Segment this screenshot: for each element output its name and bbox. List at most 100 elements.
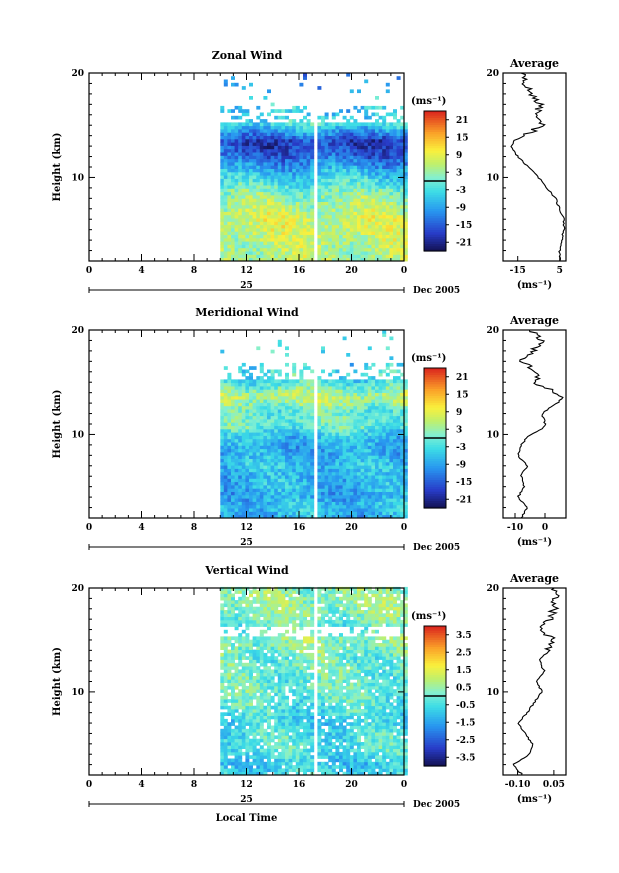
heatmap-cell [220,712,225,716]
heatmap-cell [371,511,376,516]
heatmap-cell [375,138,379,143]
colorbar-segment [424,426,446,430]
heatmap-cell [378,412,383,417]
heatmap-cell [245,109,250,113]
heatmap-cell [231,231,235,235]
heatmap-cell [231,511,235,516]
heatmap-cell [349,458,354,463]
colorbar-tick-label: -21 [456,495,472,505]
heatmap-cell [353,158,358,163]
heatmap-cell [281,485,286,489]
heatmap-cell [382,155,387,160]
heatmap-cell [375,415,379,420]
colorbar-segment [424,417,446,420]
heatmap-cell [238,188,243,193]
heatmap-cell [252,195,257,199]
heatmap-cell [396,191,401,196]
heatmap-cell [220,636,225,641]
heatmap-cell [339,241,343,245]
heatmap-cell [259,241,264,245]
heatmap-cell [227,709,232,713]
heatmap-cell [220,596,225,601]
heatmap-cell [274,152,279,156]
heatmap-cell [328,498,333,502]
heatmap-cell [249,221,253,226]
heatmap-cell [252,405,257,410]
heatmap-cell [353,504,358,509]
heatmap-cell [364,455,369,459]
heatmap-cell [252,501,257,506]
heatmap-cell [403,409,408,413]
heatmap-cell [285,465,289,469]
heatmap-cell [270,488,275,492]
heatmap-cell [285,468,289,473]
heatmap-cell [285,201,289,206]
heatmap-cell [357,129,361,133]
heatmap-cell [245,244,250,249]
heatmap-cell [335,442,340,446]
heatmap-cell [396,422,401,426]
heatmap-cell [393,112,397,117]
heatmap-cell [328,471,333,476]
heatmap-cell [292,448,297,453]
heatmap-cell [349,211,354,216]
heatmap-cell [324,132,329,136]
heatmap-cell [389,428,394,433]
heatmap-cell [303,188,307,193]
colorbar-segment [424,178,446,182]
heatmap-cell [357,399,361,403]
heatmap-cell [227,722,232,726]
heatmap-cell [335,171,340,176]
heatmap-cell [270,485,275,489]
heatmap-cell [288,165,293,169]
heatmap-cell [360,165,365,169]
heatmap-cell [360,402,365,407]
heatmap-cell [349,488,354,492]
heatmap-cell [393,224,397,229]
heatmap-cell [227,455,232,459]
heatmap-cell [400,168,405,173]
heatmap-cell [382,448,387,453]
heatmap-cell [220,162,225,166]
heatmap-cell [306,415,311,420]
colorbar-segment [424,435,446,439]
heatmap-cell [238,511,243,516]
heatmap-cell [393,165,397,169]
heatmap-cell [378,105,383,110]
heatmap-cell [263,402,268,407]
heatmap-cell [389,129,394,133]
heatmap-cell [227,488,232,492]
heatmap-cell [288,501,293,506]
heatmap-cell [403,382,408,387]
heatmap-cell [353,399,358,403]
heatmap-cell [375,251,379,255]
heatmap-cell [335,168,340,173]
heatmap-cell [295,409,300,413]
heatmap-cell [331,211,336,216]
heatmap-cell [360,432,365,436]
heatmap-cell [281,244,286,249]
colorbar-segment [424,482,446,486]
heatmap-cell [364,405,369,410]
heatmap-cell [223,428,228,433]
heatmap-cell [317,435,322,440]
heatmap-cell [306,152,311,156]
heatmap-cell [234,494,239,499]
heatmap-cell [400,445,405,450]
heatmap-cell [292,168,297,173]
heatmap-cell [252,185,257,189]
heatmap-cell [259,392,264,397]
heatmap-cell [328,241,333,245]
heatmap-cell [285,353,289,357]
heatmap-cell [295,389,300,393]
heatmap-cell [234,224,239,229]
heatmap-cell [367,346,372,351]
heatmap-cell [295,191,300,196]
heatmap-cell [252,171,257,176]
heatmap-cell [339,138,343,143]
colorbar-segment [424,218,446,222]
heatmap-cell [285,504,289,509]
heatmap-cell [270,468,275,473]
heatmap-cell [220,152,225,156]
heatmap-cell [371,165,376,169]
